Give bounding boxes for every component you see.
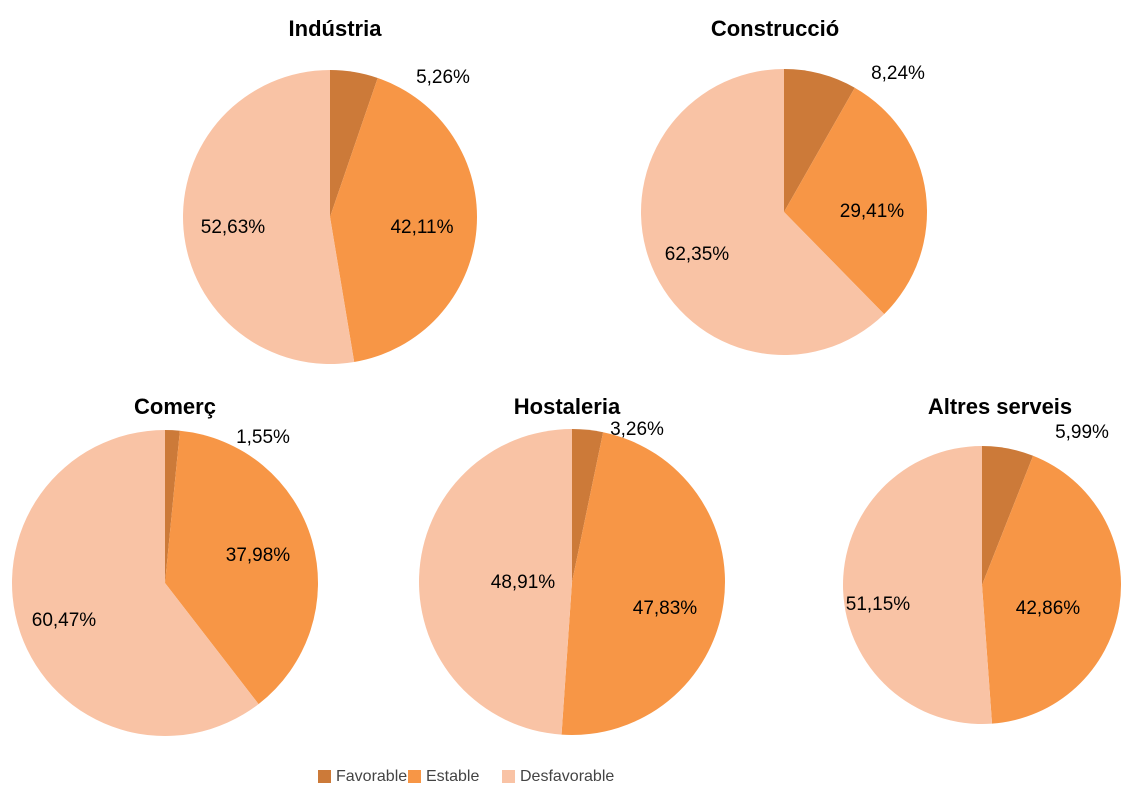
pie-slice (330, 70, 378, 217)
data-label: 48,91% (491, 572, 556, 593)
pie-slice (842, 446, 993, 724)
data-label: 47,83% (633, 598, 698, 619)
pie-slice (561, 432, 725, 736)
data-label: 42,86% (1016, 598, 1081, 619)
pie-slice (982, 455, 1122, 724)
chart-title: Hostaleria (514, 394, 621, 419)
pie-slice (640, 69, 885, 356)
data-label: 42,11% (390, 217, 453, 238)
chart-title: Indústria (289, 16, 383, 41)
chart-title: Altres serveis (928, 394, 1072, 419)
data-label: 8,24% (871, 63, 925, 84)
legend-swatch (408, 770, 421, 783)
pie-slice (330, 77, 477, 362)
pie-slice (572, 429, 604, 582)
data-label: 5,26% (416, 67, 470, 88)
data-label: 3,26% (610, 419, 664, 440)
legend-swatch (502, 770, 515, 783)
pie-slice (784, 69, 855, 212)
data-label: 5,99% (1055, 422, 1109, 443)
pie-slice (165, 430, 319, 705)
chart-title: Construcció (711, 16, 839, 41)
data-label: 51,15% (846, 594, 911, 615)
legend-label: Favorable (336, 768, 407, 785)
data-label: 62,35% (665, 244, 730, 265)
data-label: 1,55% (236, 427, 290, 448)
legend-swatch (318, 770, 331, 783)
data-label: 37,98% (226, 545, 291, 566)
pie-slice (165, 430, 180, 583)
pie-slice (982, 446, 1034, 585)
chart-title: Comerç (134, 394, 216, 419)
pie-slice (419, 429, 572, 735)
data-label: 60,47% (32, 610, 97, 631)
legend-label: Desfavorable (520, 768, 614, 785)
pie-slice (784, 87, 927, 315)
legend-label: Estable (426, 768, 479, 785)
data-label: 52,63% (201, 217, 266, 238)
pie-slice (12, 429, 259, 736)
pie-slice (183, 70, 355, 364)
data-label: 29,41% (840, 201, 905, 222)
